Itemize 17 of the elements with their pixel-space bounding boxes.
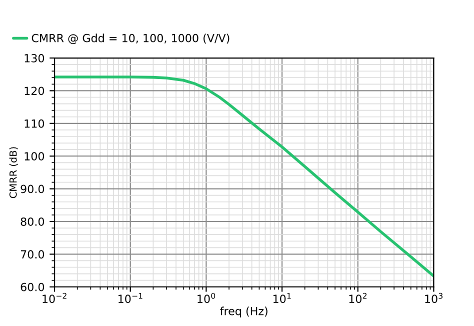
y-tick-label: 110 — [24, 119, 44, 128]
x-tick-label: 10$^{−1}$ — [118, 292, 142, 304]
x-tick-label: 10$^{0}$ — [198, 292, 216, 304]
y-tick-label: 80.0 — [20, 217, 44, 226]
y-tick-label: 130 — [24, 54, 44, 62]
x-axis-title: freq (Hz) — [220, 306, 268, 318]
x-tick-label: 10$^{3}$ — [425, 292, 442, 304]
y-tick-label: 100 — [24, 152, 44, 160]
x-tick-label: 10$^{2}$ — [349, 292, 367, 304]
y-tick-label: 120 — [24, 86, 44, 96]
y-tick-label: 90.0 — [20, 184, 44, 194]
legend-label: CMRR @ Gdd = 10, 100, 1000 (V/V) — [32, 34, 230, 44]
x-tick-label: 10$^{1}$ — [273, 292, 291, 304]
x-tick-label: 10$^{−2}$ — [42, 292, 66, 304]
y-axis-title: CMRR (dB) — [9, 147, 18, 198]
y-tick-label: 70.0 — [20, 250, 44, 259]
y-tick-label: 60.0 — [20, 282, 44, 292]
